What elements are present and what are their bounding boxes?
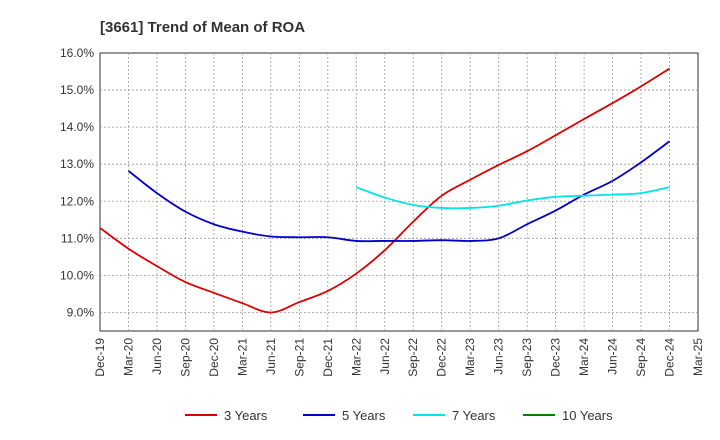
chart-title: [3661] Trend of Mean of ROA [100, 19, 305, 36]
y-axis-tick-labels: 9.0% 10.0% 11.0% 12.0% 13.0% 14.0% 15.0% 16.0% [60, 46, 94, 319]
legend-label-5-years: 5 Years [342, 408, 386, 423]
x-tick-label: Mar-22 [349, 338, 363, 376]
x-tick-label: Dec-22 [435, 338, 449, 377]
x-tick-label: Dec-23 [549, 338, 563, 377]
y-tick-label: 16.0% [60, 46, 94, 60]
series-line-7-years [355, 186, 670, 210]
x-tick-label: Dec-21 [321, 338, 335, 377]
x-tick-label: Sep-23 [520, 338, 534, 377]
legend-label-10-years: 10 Years [562, 408, 613, 423]
y-tick-label: 9.0% [67, 305, 95, 319]
y-tick-label: 14.0% [60, 120, 94, 134]
plot-area [99, 52, 699, 332]
x-tick-label: Jun-22 [378, 338, 392, 375]
y-tick-label: 11.0% [61, 231, 94, 245]
x-tick-label: Dec-20 [207, 338, 221, 377]
series-line-3-years [99, 67, 671, 314]
x-tick-label: Mar-20 [121, 338, 135, 376]
y-tick-label: 10.0% [60, 268, 94, 282]
x-tick-label: Sep-24 [634, 338, 648, 377]
y-tick-label: 15.0% [60, 83, 94, 97]
series-lines [99, 67, 671, 314]
y-tick-label: 12.0% [60, 194, 94, 208]
x-tick-label: Sep-22 [406, 338, 420, 377]
x-tick-label: Jun-20 [150, 338, 164, 375]
y-tick-label: 13.0% [60, 157, 94, 171]
legend-label-3-years: 3 Years [224, 408, 268, 423]
x-tick-label: Dec-24 [663, 338, 677, 377]
x-tick-label: Dec-19 [93, 338, 107, 377]
legend: 3 Years 5 Years 7 Years 10 Years [185, 408, 613, 423]
legend-label-7-years: 7 Years [452, 408, 496, 423]
x-tick-label: Mar-23 [463, 338, 477, 376]
x-tick-label: Jun-23 [492, 338, 506, 375]
x-tick-label: Mar-24 [577, 338, 591, 376]
x-tick-label: Mar-25 [691, 338, 705, 376]
x-tick-label: Sep-21 [292, 338, 306, 377]
x-tick-label: Mar-21 [235, 338, 249, 376]
x-tick-label: Jun-21 [264, 338, 278, 375]
x-axis-tick-labels: Dec-19 Mar-20 Jun-20 Sep-20 Dec-20 Mar-21 Jun-… [93, 338, 705, 377]
x-tick-label: Jun-24 [606, 338, 620, 375]
x-tick-label: Sep-20 [178, 338, 192, 377]
